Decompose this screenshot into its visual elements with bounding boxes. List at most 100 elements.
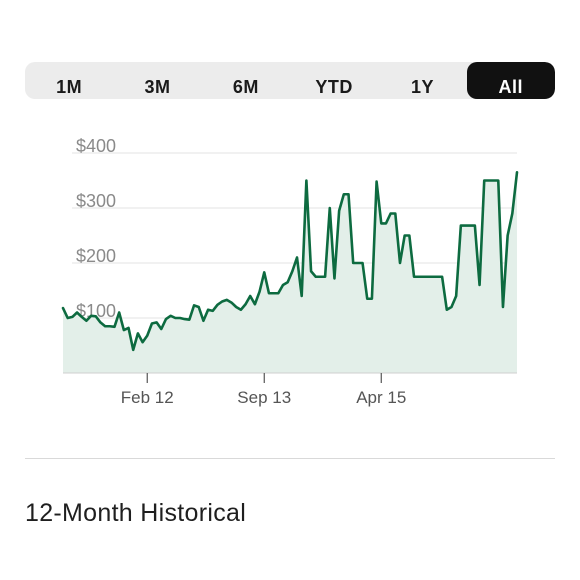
data-point	[371, 298, 373, 300]
data-point	[413, 276, 415, 278]
data-point	[282, 284, 284, 286]
data-point	[244, 303, 246, 305]
data-point	[272, 292, 274, 294]
x-tick-label: Feb 12	[121, 388, 174, 407]
range-tab-all[interactable]: All	[466, 62, 555, 99]
data-point	[118, 311, 120, 313]
data-point	[90, 315, 92, 317]
data-point	[343, 193, 345, 195]
data-point	[226, 299, 228, 301]
data-point	[179, 317, 181, 319]
data-point	[71, 316, 73, 318]
data-point	[212, 310, 214, 312]
data-point	[188, 318, 190, 320]
data-point	[483, 179, 485, 181]
data-point	[347, 193, 349, 195]
range-tab-3m[interactable]: 3M	[144, 77, 171, 97]
data-point	[76, 311, 78, 313]
data-point	[329, 207, 331, 209]
range-tab-1y[interactable]: 1Y	[410, 77, 434, 97]
data-point	[155, 321, 157, 323]
data-point	[99, 321, 101, 323]
data-point	[469, 224, 471, 226]
data-point	[422, 276, 424, 278]
data-point	[268, 292, 270, 294]
data-point	[207, 309, 209, 311]
data-point	[338, 210, 340, 212]
data-point	[95, 315, 97, 317]
data-point	[446, 309, 448, 311]
data-point	[408, 234, 410, 236]
data-point	[165, 318, 167, 320]
data-point	[202, 320, 204, 322]
data-point	[305, 179, 307, 181]
range-tab-1m[interactable]: 1M	[56, 77, 83, 97]
data-point	[85, 320, 87, 322]
data-point	[432, 276, 434, 278]
data-point	[113, 326, 115, 328]
data-point	[160, 328, 162, 330]
range-selector: 1M 3M 6M YTD 1Y All	[25, 62, 555, 99]
data-point	[137, 332, 139, 334]
data-point	[127, 327, 129, 329]
data-point	[375, 180, 377, 182]
data-point	[249, 295, 251, 297]
data-point	[62, 307, 64, 309]
data-point	[123, 329, 125, 331]
data-point	[403, 234, 405, 236]
range-tab-6m[interactable]: 6M	[232, 77, 259, 97]
data-point	[385, 222, 387, 224]
data-point	[146, 334, 148, 336]
data-point	[380, 222, 382, 224]
data-point	[258, 290, 260, 292]
data-point	[436, 276, 438, 278]
data-point	[427, 276, 429, 278]
data-point	[301, 295, 303, 297]
data-point	[464, 224, 466, 226]
data-point	[230, 301, 232, 303]
data-point	[441, 276, 443, 278]
data-point	[151, 322, 153, 324]
y-tick-label: $300	[76, 191, 116, 211]
data-point	[361, 262, 363, 264]
data-point	[357, 262, 359, 264]
data-point	[221, 300, 223, 302]
data-point	[277, 292, 279, 294]
range-tab-ytd[interactable]: YTD	[315, 77, 353, 97]
data-point	[183, 318, 185, 320]
data-point	[478, 284, 480, 286]
data-point	[460, 224, 462, 226]
data-point	[141, 341, 143, 343]
data-point	[109, 325, 111, 327]
data-point	[310, 270, 312, 272]
data-point	[291, 270, 293, 272]
data-point	[497, 179, 499, 181]
data-point	[240, 309, 242, 311]
x-tick-label: Sep 13	[237, 388, 291, 407]
data-point	[488, 179, 490, 181]
data-point	[474, 224, 476, 226]
data-point	[394, 212, 396, 214]
section-title: 12-Month Historical	[25, 499, 247, 527]
x-tick-label: Apr 15	[356, 388, 406, 407]
section-divider	[25, 458, 555, 459]
data-point	[263, 271, 265, 273]
data-point	[132, 349, 134, 351]
data-point	[506, 234, 508, 236]
data-point	[216, 304, 218, 306]
data-point	[511, 212, 513, 214]
data-point	[366, 298, 368, 300]
y-tick-label: $100	[76, 301, 116, 321]
data-point	[352, 262, 354, 264]
data-point	[315, 276, 317, 278]
data-point	[502, 306, 504, 308]
y-tick-label: $200	[76, 246, 116, 266]
price-line	[61, 170, 519, 352]
data-point	[104, 325, 106, 327]
data-point	[516, 171, 518, 173]
data-point	[389, 212, 391, 214]
data-point	[450, 306, 452, 308]
data-point	[286, 281, 288, 283]
data-point	[492, 179, 494, 181]
